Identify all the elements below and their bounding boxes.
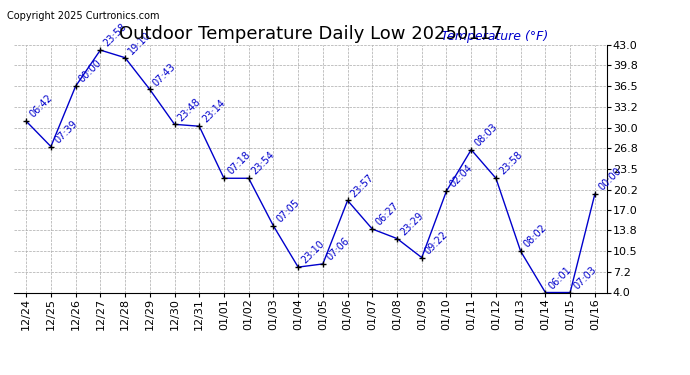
Text: 08:02: 08:02 [522, 223, 549, 250]
Text: 23:57: 23:57 [349, 172, 376, 199]
Text: 23:58: 23:58 [497, 150, 524, 177]
Text: Copyright 2025 Curtronics.com: Copyright 2025 Curtronics.com [7, 11, 159, 21]
Text: 23:58: 23:58 [101, 22, 128, 49]
Text: 06:42: 06:42 [28, 93, 55, 120]
Text: 19:10: 19:10 [126, 30, 153, 56]
Text: 09:22: 09:22 [423, 230, 450, 256]
Text: 23:10: 23:10 [299, 239, 326, 266]
Text: 07:06: 07:06 [324, 236, 351, 262]
Text: 07:05: 07:05 [275, 198, 302, 225]
Text: 07:18: 07:18 [226, 150, 252, 177]
Text: 06:01: 06:01 [546, 264, 573, 291]
Text: 06:27: 06:27 [374, 201, 401, 228]
Text: 23:54: 23:54 [250, 150, 277, 177]
Text: 00:00: 00:00 [596, 166, 623, 193]
Text: 23:14: 23:14 [201, 98, 228, 125]
Text: 02:04: 02:04 [448, 163, 475, 190]
Text: 23:48: 23:48 [176, 96, 203, 123]
Text: Temperature (°F): Temperature (°F) [441, 30, 549, 42]
Text: 07:03: 07:03 [571, 264, 598, 291]
Title: Outdoor Temperature Daily Low 20250117: Outdoor Temperature Daily Low 20250117 [119, 26, 502, 44]
Text: 07:43: 07:43 [151, 61, 178, 88]
Text: 23:29: 23:29 [398, 210, 425, 237]
Text: 07:39: 07:39 [52, 118, 79, 145]
Text: 08:03: 08:03 [473, 122, 500, 148]
Text: 00:00: 00:00 [77, 58, 104, 85]
